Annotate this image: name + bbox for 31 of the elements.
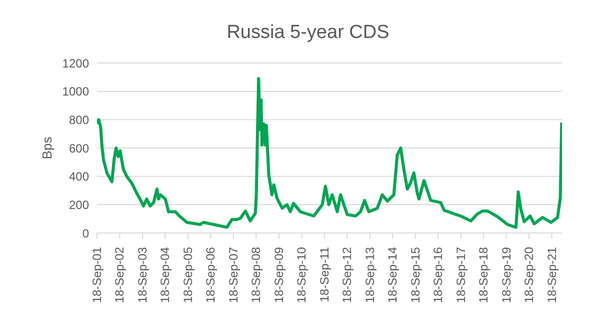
y-tick-label: 800 — [68, 112, 90, 127]
x-tick-label: 18-Sep-15 — [408, 246, 422, 304]
y-tick-label: 1200 — [62, 56, 90, 70]
x-tick-label: 18-Sep-14 — [386, 246, 400, 304]
line-series — [97, 77, 562, 229]
x-tick-label: 18-Sep-16 — [431, 246, 446, 304]
y-tick-label: 0 — [82, 226, 90, 240]
y-tick-label: 1000 — [62, 84, 90, 99]
x-tick-label: 18-Sep-08 — [249, 246, 264, 304]
x-tick-label: 18-Sep-11 — [317, 246, 332, 302]
x-tick-label: 18-Sep-21 — [544, 246, 559, 304]
x-tick-label: 18-Sep-05 — [180, 246, 195, 304]
x-tick-label: 18-Sep-13 — [362, 246, 377, 304]
x-tick-label: 18-Sep-04 — [158, 246, 172, 304]
chart-title: Russia 5-year CDS — [226, 22, 390, 44]
x-tick-label: 18-Sep-17 — [454, 246, 468, 304]
y-tick-label: 600 — [68, 141, 90, 156]
x-tick-label: 18-Sep-03 — [135, 246, 150, 304]
x-tick-label: 18-Sep-06 — [204, 246, 218, 304]
x-tick-label: 18-Sep-09 — [272, 246, 286, 304]
y-tick-label: 200 — [68, 198, 90, 212]
x-tick-label: 18-Sep-10 — [294, 246, 309, 304]
x-tick-label: 18-Sep-18 — [476, 246, 491, 304]
x-tick-label: 18-Sep-07 — [226, 246, 240, 304]
y-axis-title: Bps — [40, 136, 55, 160]
y-tick-label: 400 — [68, 170, 90, 184]
x-tick-label: 18-Sep-12 — [340, 246, 354, 304]
x-tick-label: 18-Sep-01 — [90, 246, 104, 304]
x-tick-label: 18-Sep-20 — [522, 246, 536, 304]
x-tick-label: 18-Sep-02 — [112, 246, 127, 304]
x-tick-label: 18-Sep-19 — [499, 246, 514, 304]
